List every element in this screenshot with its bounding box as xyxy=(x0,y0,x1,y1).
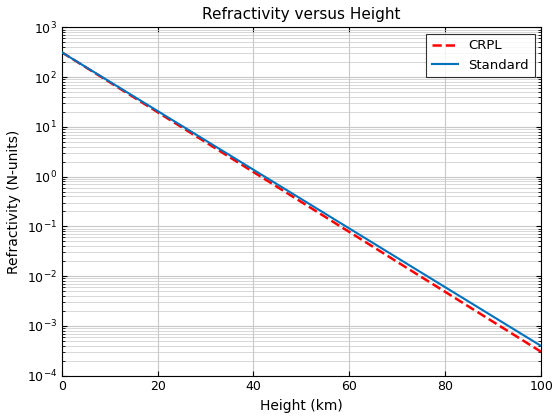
Standard xyxy=(451,291,458,296)
Line: Standard: Standard xyxy=(62,52,541,346)
CRPL xyxy=(538,349,544,354)
Standard xyxy=(318,209,324,214)
Standard xyxy=(344,225,351,230)
CRPL xyxy=(289,194,296,199)
Y-axis label: Refractivity (N-units): Refractivity (N-units) xyxy=(7,129,21,273)
CRPL xyxy=(318,212,324,217)
Line: CRPL: CRPL xyxy=(62,52,541,352)
Standard xyxy=(538,344,544,349)
Standard xyxy=(289,191,296,196)
Title: Refractivity versus Height: Refractivity versus Height xyxy=(202,7,400,22)
Legend: CRPL, Standard: CRPL, Standard xyxy=(426,34,535,77)
CRPL xyxy=(58,50,65,55)
X-axis label: Height (km): Height (km) xyxy=(260,399,343,413)
Standard xyxy=(58,50,65,55)
CRPL xyxy=(451,295,458,300)
CRPL xyxy=(526,342,533,347)
CRPL xyxy=(344,228,351,233)
Standard xyxy=(526,336,533,341)
Standard xyxy=(286,189,293,194)
CRPL xyxy=(286,192,293,197)
